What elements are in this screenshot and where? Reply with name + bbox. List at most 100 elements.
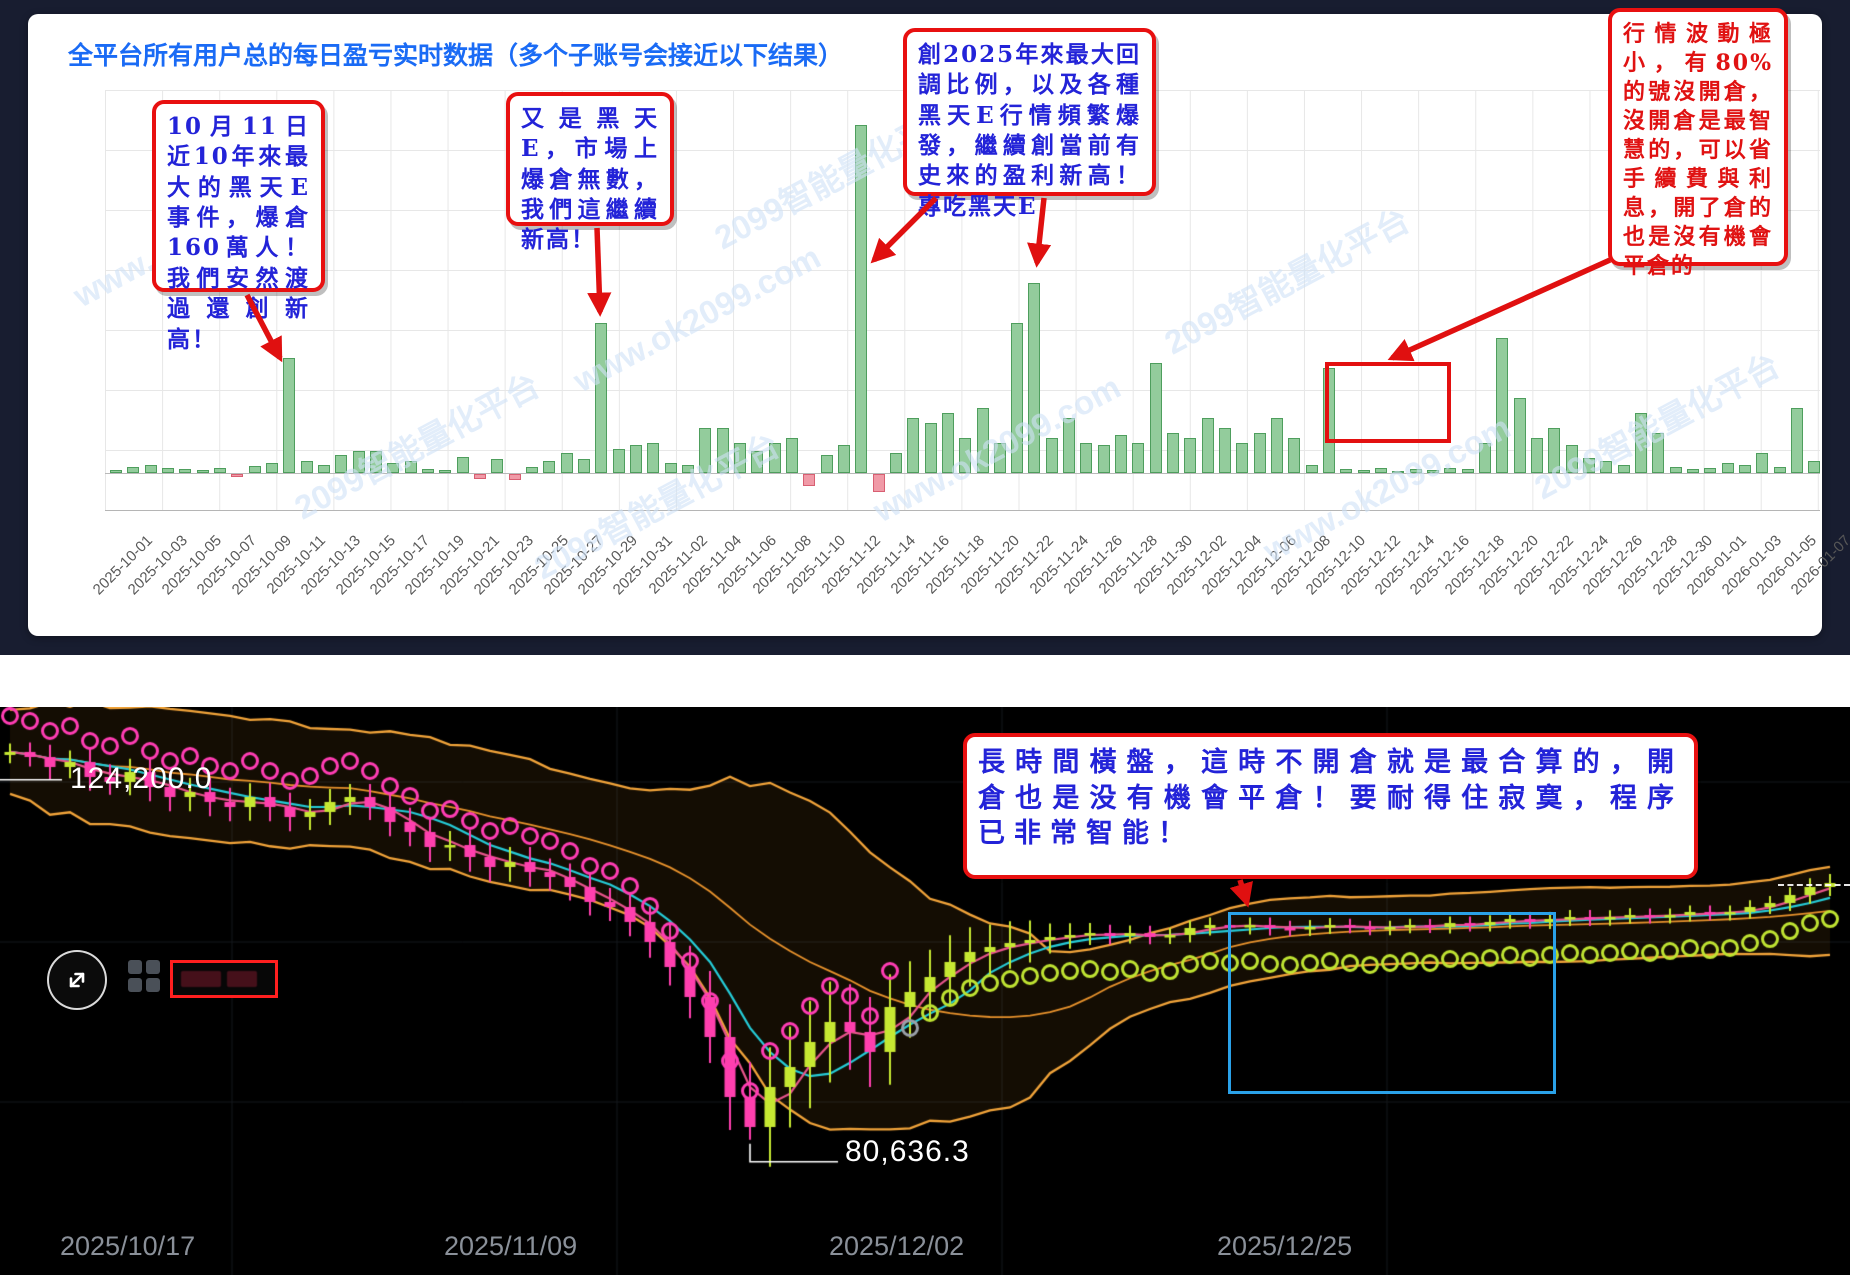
bar: [664, 463, 677, 473]
bar: [525, 467, 538, 473]
bar: [1652, 433, 1665, 473]
bar: [1704, 468, 1717, 473]
bar: [1739, 465, 1752, 473]
annotation-box-blackswan-again: 又是黑天E，市場上爆倉無數，我們這繼續新高！: [506, 92, 674, 253]
bar: [161, 468, 174, 473]
bar: [907, 418, 920, 473]
bar: [352, 451, 365, 473]
bar: [924, 423, 937, 473]
bar: [1409, 469, 1422, 473]
bar: [1115, 435, 1128, 473]
bar: [1063, 418, 1076, 473]
bar: [421, 469, 434, 473]
bar: [144, 465, 157, 473]
bar: [1097, 445, 1110, 473]
bar: [785, 438, 798, 473]
bar: [733, 443, 746, 473]
bar: [681, 465, 694, 473]
bar: [231, 474, 244, 477]
bar: [941, 413, 954, 473]
bar: [820, 455, 833, 473]
fullscreen-button[interactable]: [47, 950, 107, 1010]
bar: [508, 474, 521, 480]
bar: [1687, 469, 1700, 473]
bar: [1305, 465, 1318, 473]
bar: [283, 358, 296, 473]
date-label: 2025/12/02: [829, 1231, 965, 1261]
bar: [976, 408, 989, 473]
sideways-highlight-rectangle: [1228, 912, 1556, 1094]
bar: [1011, 323, 1024, 473]
annotation-box-sideways: 長時間橫盤，這時不開倉就是最合算的，開倉也是没有機會平倉！要耐得住寂寞，程序已非…: [963, 733, 1698, 879]
bar: [265, 463, 278, 473]
bar: [716, 428, 729, 473]
date-label: 2025/10/17: [60, 1231, 196, 1261]
bar: [751, 451, 764, 473]
low-price-label: 80,636.3: [845, 1135, 970, 1168]
bar: [543, 461, 556, 473]
bar: [1773, 467, 1786, 473]
bar: [369, 451, 382, 473]
high-price-label: 124,200.0: [70, 762, 213, 795]
redacted-text-blob: [227, 971, 257, 987]
bar: [1583, 458, 1596, 473]
bar: [1721, 463, 1734, 473]
bar: [629, 445, 642, 473]
bar: [1531, 438, 1544, 473]
bar: [768, 443, 781, 473]
bar: [1548, 428, 1561, 473]
bar: [1357, 470, 1370, 473]
bar: [872, 474, 885, 492]
bar: [1184, 438, 1197, 473]
bar: [110, 470, 122, 473]
bar: [1513, 398, 1526, 473]
bar: [560, 453, 573, 473]
bar: [248, 466, 261, 473]
bar: [1479, 443, 1492, 473]
bar: [1808, 461, 1821, 473]
bar: [196, 470, 209, 473]
annotation-box-low-volatility: 行情波動極小，有80%的號沒開倉，沒開倉是最智慧的，可以省手續費與利息，開了倉的…: [1608, 8, 1788, 279]
bar: [595, 323, 608, 473]
bar: [837, 445, 850, 473]
bar: [179, 469, 192, 473]
bar: [1791, 408, 1803, 473]
bar: [699, 428, 712, 473]
bar: [889, 453, 902, 473]
last-price-dashed-line: [1778, 884, 1850, 886]
app-grid-icon[interactable]: [128, 960, 162, 994]
bar: [1028, 283, 1041, 473]
bar: [1236, 443, 1249, 473]
bar: [1461, 469, 1474, 473]
bar: [612, 449, 625, 473]
bar: [1496, 338, 1509, 473]
date-label: 2025/12/25: [1217, 1231, 1353, 1261]
bar: [959, 438, 972, 473]
panel-title: 全平台所有用户总的每日盈亏实时数据（多个子账号会接近以下结果）: [68, 42, 844, 70]
bar: [404, 461, 417, 473]
bar: [1080, 443, 1093, 473]
bar: [1669, 467, 1682, 473]
bar: [473, 474, 486, 479]
date-label: 2025/11/09: [444, 1231, 578, 1261]
bar: [1271, 418, 1284, 473]
bar: [1375, 468, 1388, 473]
bar: [491, 459, 504, 473]
bar: [1288, 438, 1301, 473]
bar: [1427, 470, 1440, 473]
bar: [1149, 363, 1162, 473]
bar: [855, 125, 868, 473]
bar: [1340, 469, 1353, 473]
bar: [1253, 433, 1266, 473]
bar: [1201, 418, 1214, 473]
bar: [647, 443, 660, 473]
bar: [1392, 471, 1405, 473]
bar: [1132, 443, 1145, 473]
bar: [317, 465, 330, 473]
flat-period-highlight-rectangle: [1325, 362, 1451, 443]
bar: [127, 467, 140, 473]
bar: [1635, 413, 1648, 473]
expand-icon: [69, 972, 85, 988]
redacted-trade-label[interactable]: [170, 960, 278, 998]
bar: [577, 459, 590, 473]
